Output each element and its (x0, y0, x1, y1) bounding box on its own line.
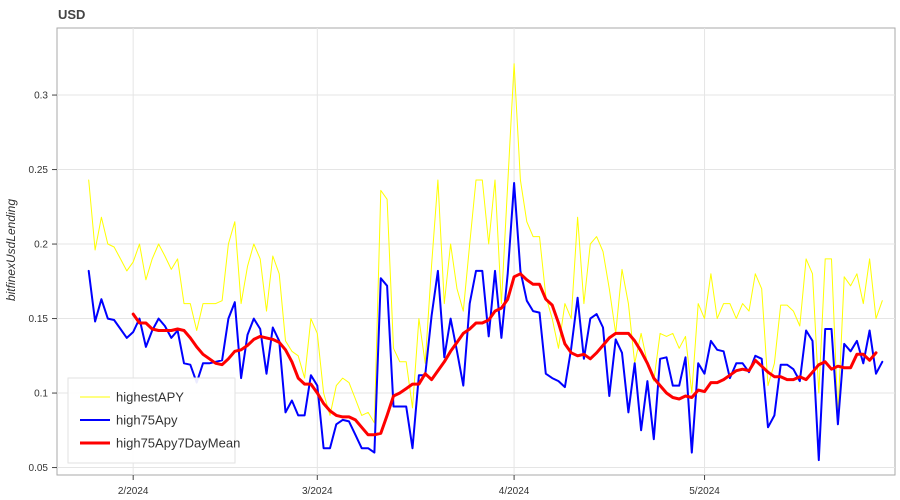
y-axis: 0.05 0.1 0.15 0.2 0.25 0.3 (29, 91, 57, 474)
x-tick-label: 4/2024 (499, 486, 530, 497)
y-tick-label: 0.25 (29, 165, 49, 176)
legend: highestAPY high75Apy high75Apy7DayMean (67, 377, 240, 464)
legend-label: high75Apy (116, 413, 178, 428)
x-tick-label: 2/2024 (118, 486, 149, 497)
series-line-high75Apy7DayMean (131, 272, 878, 437)
y-tick-label: 0.2 (34, 240, 48, 251)
y-tick-label: 0.3 (34, 91, 48, 102)
legend-label: highestAPY (116, 390, 184, 405)
legend-label: high75Apy7DayMean (116, 436, 240, 451)
chart-title: USD (58, 7, 86, 22)
x-tick-label: 3/2024 (302, 486, 333, 497)
x-tick-label: 5/2024 (689, 486, 720, 497)
y-tick-label: 0.05 (29, 463, 49, 474)
series-line-highestAPY (88, 63, 883, 424)
x-axis: 2/2024 3/2024 4/2024 5/2024 (118, 475, 720, 497)
series-lines (87, 63, 884, 462)
y-tick-label: 0.15 (29, 314, 49, 325)
y-tick-label: 0.1 (34, 389, 48, 400)
